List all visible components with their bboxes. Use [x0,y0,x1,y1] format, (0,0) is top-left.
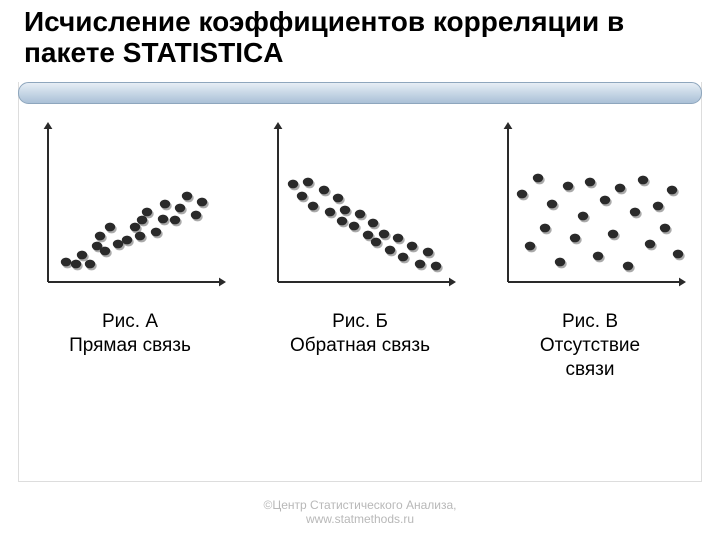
charts-row [30,116,690,296]
footer-line2: www.statmethods.ru [306,512,414,526]
caption-c-line1: Рис. В [562,311,618,332]
chart-c [490,116,690,296]
footer-line1: ©Центр Статистического Анализа, [264,498,457,512]
caption-b-line2: Обратная связь [290,335,430,356]
caption-a-line2: Прямая связь [69,335,191,356]
caption-c: Рис. В Отсутствие связи [490,310,690,381]
caption-c-line2: Отсутствие [540,335,640,356]
chart-b [260,116,460,296]
header-bar [18,82,702,104]
chart-a [30,116,230,296]
caption-a-line1: Рис. А [102,311,158,332]
slide-title: Исчисление коэффициентов корреляции в па… [24,6,696,69]
caption-c-line3: связи [566,359,615,380]
caption-b-line1: Рис. Б [332,311,388,332]
captions-row: Рис. А Прямая связь Рис. Б Обратная связ… [30,310,690,381]
caption-a: Рис. А Прямая связь [30,310,230,381]
caption-b: Рис. Б Обратная связь [260,310,460,381]
footer: ©Центр Статистического Анализа, www.stat… [0,498,720,527]
